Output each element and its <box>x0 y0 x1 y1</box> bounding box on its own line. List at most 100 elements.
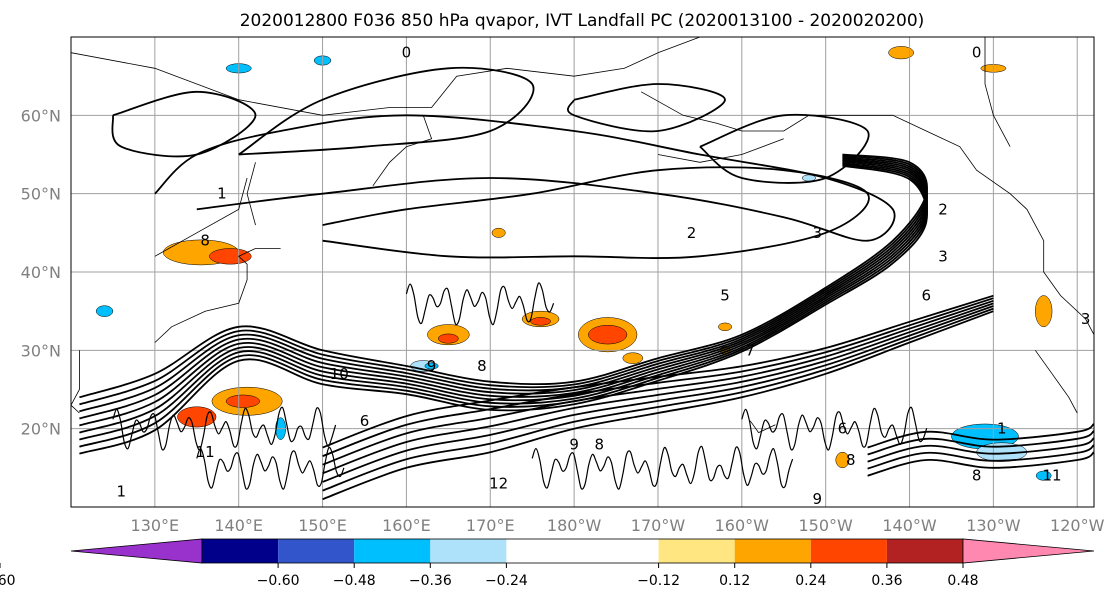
x-tick-label: 140°E <box>214 516 263 535</box>
x-tick-label: 160°W <box>715 516 770 535</box>
colorbar-tick-label: 0.24 <box>795 573 826 589</box>
contour-label: 9 <box>569 435 579 453</box>
contour-label: 9 <box>813 490 823 508</box>
shaded-region <box>491 227 506 238</box>
x-axis-ticks: 130°E 140°E 150°E 160°E 170°E 180°W 170°W 160°W… <box>131 516 1105 535</box>
x-tick-label: 120°W <box>1050 516 1105 535</box>
contour-label: 9 <box>427 357 437 375</box>
shaded-region <box>209 248 252 265</box>
coastline <box>154 248 281 343</box>
colorbar-segment <box>734 539 811 563</box>
contour-line <box>867 423 1094 449</box>
contour-line <box>322 166 870 259</box>
colorbar-segment <box>886 539 963 563</box>
colorbar-segment <box>506 539 659 563</box>
colorbar-extend-high <box>962 538 1095 564</box>
coastline <box>154 177 248 257</box>
coastline <box>71 37 701 116</box>
contour-label: 8 <box>477 357 487 375</box>
contour-line <box>79 157 928 420</box>
contour-line <box>79 159 928 427</box>
contour-line <box>867 444 1094 470</box>
coastline <box>1034 350 1078 414</box>
colorbar-tick-label: −0.12 <box>637 573 680 589</box>
map-frame <box>70 36 1095 508</box>
contour-line <box>238 66 535 156</box>
contour-label: 0 <box>972 44 982 62</box>
colorbar-extend-low <box>70 538 203 564</box>
shaded-region <box>424 362 439 370</box>
contour-lines <box>79 66 1094 501</box>
contour-line <box>531 445 794 490</box>
shaded-region <box>588 325 628 345</box>
shaded-region <box>530 317 551 326</box>
colorbar-segment <box>202 539 279 563</box>
contour-line <box>112 406 337 451</box>
y-tick-label: 40°N <box>21 263 61 282</box>
contour-line <box>699 113 870 184</box>
contour-label: 11 <box>1043 467 1062 485</box>
x-tick-label: 170°E <box>466 516 515 535</box>
shaded-region <box>835 451 850 469</box>
contour-line <box>79 155 928 406</box>
contour-line <box>196 446 345 490</box>
contour-line <box>322 307 994 492</box>
y-tick-label: 50°N <box>21 185 61 204</box>
x-tick-label: 170°W <box>631 516 686 535</box>
shaded-region <box>95 305 114 317</box>
x-tick-label: 180°W <box>547 516 602 535</box>
shaded-region <box>438 333 459 344</box>
colorbar-segment <box>810 539 887 563</box>
x-tick-label: 130°E <box>131 516 180 535</box>
contour-line <box>867 430 1094 456</box>
contour-label: 6 <box>838 420 848 438</box>
contour-label: 8 <box>972 467 982 485</box>
contour-label: 8 <box>200 232 210 250</box>
shaded-region <box>225 394 260 408</box>
coastline <box>984 37 1011 147</box>
contour-label: 8 <box>594 435 604 453</box>
x-tick-label: 150°W <box>798 516 853 535</box>
contour-label: 1 <box>997 420 1007 438</box>
contour-label: 1 <box>217 185 227 203</box>
contour-line <box>111 90 257 158</box>
shaded-region <box>1035 295 1053 328</box>
y-tick-label: 20°N <box>21 420 61 439</box>
contour-label: 3 <box>813 224 823 242</box>
contour-line <box>322 294 994 449</box>
contour-label: 5 <box>720 287 730 305</box>
contour-label: 3 <box>938 247 948 265</box>
contour-line <box>867 451 1094 477</box>
contour-line <box>322 302 994 475</box>
contour-label: 2 <box>938 200 948 218</box>
contour-label: 1 <box>117 482 127 500</box>
contour-line <box>567 83 726 133</box>
colorbar: −0.60 −0.48 −0.36 −0.24 −0.12 0.12 0.24 0.36 0.4… <box>0 538 1095 589</box>
colorbar-segment <box>278 539 355 563</box>
colorbar-segment <box>430 539 507 563</box>
contour-line <box>79 162 928 441</box>
shaded-region <box>888 46 914 60</box>
chart-title: 2020012800 F036 850 hPa qvapor, IVT Land… <box>240 11 925 31</box>
shaded-region <box>177 406 217 428</box>
y-tick-label: 60°N <box>21 106 61 125</box>
colorbar-tick-label: 0.12 <box>719 573 750 589</box>
x-tick-label: 160°E <box>382 516 431 535</box>
contour-line <box>322 299 994 466</box>
shaded-region <box>622 352 644 364</box>
contour-line <box>867 437 1094 463</box>
contour-label: 8 <box>846 451 856 469</box>
contour-line <box>405 282 555 326</box>
contour-label: 6 <box>360 412 370 430</box>
contour-label: 12 <box>489 475 508 493</box>
contour-label: 0 <box>402 44 412 62</box>
coastline <box>372 115 433 187</box>
contour-line <box>322 297 994 457</box>
colorbar-segment <box>354 539 431 563</box>
contour-label: 3 <box>1081 310 1091 328</box>
colorbar-tick-label: 0.48 <box>947 573 978 589</box>
shaded-region <box>1035 470 1052 481</box>
contour-line <box>79 153 928 399</box>
x-tick-label: 140°W <box>882 516 937 535</box>
colorbar-segment <box>658 539 735 563</box>
